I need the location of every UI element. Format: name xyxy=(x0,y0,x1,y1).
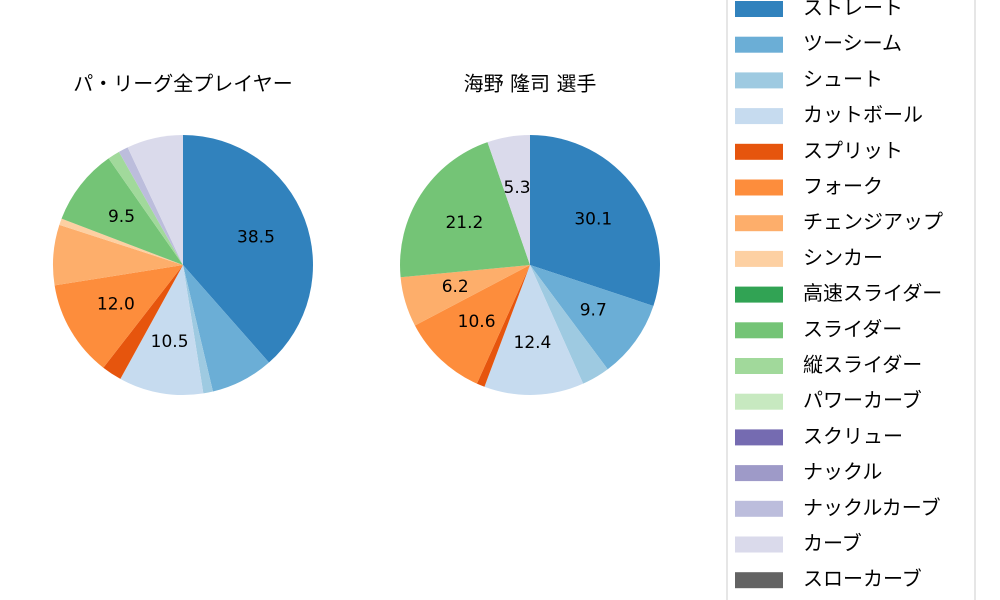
pie-slice xyxy=(476,265,530,387)
legend-swatch xyxy=(735,215,783,232)
pie-slice xyxy=(414,265,530,384)
pie-slice xyxy=(484,265,584,395)
legend-swatch xyxy=(735,429,783,446)
legend-swatch xyxy=(735,36,783,53)
legend-label: スライダー xyxy=(803,317,902,341)
legend-label: シンカー xyxy=(803,245,883,269)
pie-slice xyxy=(120,265,204,396)
pie-slice xyxy=(52,224,183,286)
pie-slice xyxy=(530,265,654,370)
legend-label: カーブ xyxy=(803,531,862,555)
legend-label: ナックル xyxy=(803,460,882,484)
legend-swatch xyxy=(735,143,783,160)
chart-title: 海野 隆司 選手 xyxy=(464,72,597,96)
value-label: 9.7 xyxy=(580,301,607,321)
chart-title: パ・リーグ全プレイヤー xyxy=(73,72,292,96)
value-label: 10.6 xyxy=(458,312,496,332)
legend-label: ナックルカーブ xyxy=(803,495,941,519)
value-label: 38.5 xyxy=(237,227,275,247)
value-label: 21.2 xyxy=(445,213,483,233)
legend-swatch xyxy=(735,500,783,517)
legend-swatch xyxy=(735,286,783,303)
value-label: 12.0 xyxy=(97,295,135,315)
value-label: 6.2 xyxy=(442,277,469,297)
legend-label: チェンジアップ xyxy=(803,210,943,234)
legend-label: カットボール xyxy=(803,103,923,127)
pie-slice xyxy=(108,151,183,265)
legend-label: 高速スライダー xyxy=(803,281,942,305)
pie-slice xyxy=(530,265,608,384)
value-label: 5.3 xyxy=(504,178,531,198)
legend-label: 縦スライダー xyxy=(803,353,922,377)
pie-slice xyxy=(61,158,183,265)
pie-slice xyxy=(183,135,313,363)
legend-box xyxy=(726,0,976,600)
pie-slice xyxy=(530,135,660,306)
legend-swatch xyxy=(735,465,783,482)
legend-label: スローカーブ xyxy=(803,567,922,591)
legend-swatch xyxy=(735,1,783,17)
legend-swatch xyxy=(735,536,783,553)
value-label: 10.5 xyxy=(151,332,189,352)
legend-swatch xyxy=(735,250,783,267)
legend-swatch xyxy=(735,572,783,589)
pie-slice xyxy=(487,135,530,265)
value-label: 30.1 xyxy=(574,209,612,229)
legend-label: ツーシーム xyxy=(803,31,902,55)
legend-swatch xyxy=(735,179,783,196)
legend-swatch xyxy=(735,322,783,339)
pie-slice xyxy=(183,265,269,392)
value-label: 9.5 xyxy=(108,207,135,227)
legend-label: フォーク xyxy=(803,174,883,198)
pie-slice xyxy=(400,142,530,278)
legend-swatch xyxy=(735,72,783,89)
pie-slice xyxy=(103,265,183,379)
legend-label: スプリット xyxy=(803,138,903,162)
legend-label: スクリュー xyxy=(803,424,903,448)
pie-slice xyxy=(118,147,183,265)
pie-slice xyxy=(127,135,183,265)
legend-label: ストレート xyxy=(803,0,903,20)
legend-swatch xyxy=(735,358,783,374)
legend-swatch xyxy=(735,393,783,410)
legend-swatch xyxy=(735,108,783,125)
pie-slice xyxy=(59,218,183,265)
legend-label: パワーカーブ xyxy=(803,388,922,412)
pie-slice xyxy=(400,265,530,326)
legend-label: シュート xyxy=(803,67,883,91)
pie-slice xyxy=(183,265,213,394)
value-label: 12.4 xyxy=(514,333,552,353)
pie-slice xyxy=(54,265,183,368)
